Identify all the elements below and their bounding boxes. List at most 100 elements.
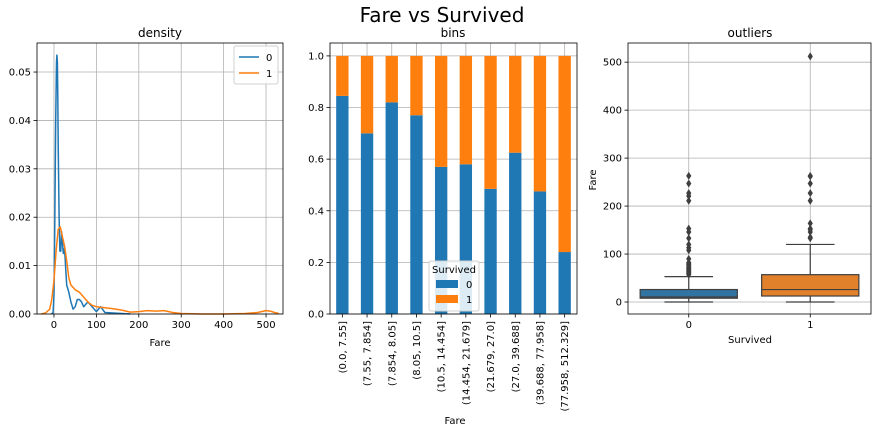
outliers-point xyxy=(807,171,813,180)
bins-bar-series-1 xyxy=(434,55,448,167)
bins-panel: (0.0, 7.55] (7.55, 7.854] (7.854, 8.05] (8.… xyxy=(308,26,578,427)
bins-x-tick-label: (21.679, 27.0] xyxy=(486,321,497,393)
density-title: density xyxy=(138,26,182,40)
bins-axes-frame xyxy=(329,42,578,315)
outliers-point xyxy=(686,234,692,243)
bins-bar-series-0 xyxy=(336,95,349,315)
bins-bar-series-1 xyxy=(533,55,547,192)
bins-y-tick-label: 0.0 xyxy=(308,310,324,321)
outliers-x-tick-label: 1 xyxy=(807,320,813,331)
bins-bar-series-1 xyxy=(484,55,497,189)
density-grid xyxy=(37,43,283,315)
density-x-tick-label: 100 xyxy=(87,320,106,331)
density-line-series-0 xyxy=(50,54,131,315)
bins-x-tick-label: (7.55, 7.854] xyxy=(363,321,374,386)
bins-bar-series-0 xyxy=(385,102,398,314)
density-legend: 0 1 xyxy=(233,45,279,85)
bins-bar-series-1 xyxy=(410,55,423,116)
outliers-y-tick-label: 500 xyxy=(603,58,622,69)
bins-y-tick-label: 0.6 xyxy=(308,155,324,166)
outliers-point xyxy=(686,179,692,188)
outliers-box-1 xyxy=(761,274,860,297)
density-panel: 0 100 200 300 400 500 0.000.010.020.030.040.0… xyxy=(9,26,284,349)
figure-suptitle: Fare vs Survived xyxy=(360,3,525,27)
outliers-point xyxy=(686,171,692,180)
bins-legend-label-0: 0 xyxy=(466,280,472,291)
bins-legend-swatch-0 xyxy=(436,280,458,288)
bins-x-tick-label: (14.454, 21.679] xyxy=(461,321,472,405)
outliers-point xyxy=(807,179,813,188)
outliers-box-0 xyxy=(639,288,738,299)
outliers-point xyxy=(807,52,813,61)
outliers-point xyxy=(686,224,692,233)
bins-x-tick-label: (10.5, 14.454] xyxy=(437,321,448,393)
bins-bar-series-0 xyxy=(509,152,522,314)
outliers-point xyxy=(686,189,692,198)
bins-x-ticks: (0.0, 7.55] (7.55, 7.854] (7.854, 8.05] (8.… xyxy=(338,314,571,412)
bins-x-tick-label: (7.854, 8.05] xyxy=(387,321,398,386)
outliers-point xyxy=(686,196,692,205)
bins-legend-label-1: 1 xyxy=(466,295,472,306)
density-y-tick-label: 0.02 xyxy=(9,213,31,224)
bins-bar-series-1 xyxy=(558,55,571,253)
bins-title: bins xyxy=(441,26,466,40)
bins-bar-series-1 xyxy=(509,55,522,153)
outliers-point xyxy=(686,254,692,263)
density-y-ticks: 0.00 0.01 0.02 0.03 0.04 0.05 xyxy=(9,68,37,321)
density-y-tick-label: 0.05 xyxy=(9,68,31,79)
bins-y-tick-label: 0.8 xyxy=(308,103,324,114)
bins-x-tick-label: (27.0, 39.688] xyxy=(511,321,522,393)
bins-bar-series-1 xyxy=(360,55,374,134)
bins-y-tick-label: 0.2 xyxy=(308,258,324,269)
outliers-axes-frame xyxy=(627,42,872,315)
bins-xlabel: Fare xyxy=(444,416,465,427)
outliers-boxes xyxy=(639,52,860,303)
bins-legend-swatch-1 xyxy=(436,295,458,303)
bins-bar-series-1 xyxy=(459,55,473,165)
density-x-tick-label: 200 xyxy=(129,320,148,331)
outliers-point xyxy=(807,196,813,205)
outliers-point xyxy=(807,219,813,228)
outliers-point xyxy=(807,224,813,233)
outliers-point xyxy=(686,240,692,249)
bins-bars xyxy=(336,55,571,315)
density-y-tick-label: 0.00 xyxy=(9,310,31,321)
density-x-tick-label: 400 xyxy=(214,320,233,331)
bins-x-tick-label: (39.688, 77.958] xyxy=(535,321,546,405)
outliers-point xyxy=(807,189,813,198)
bins-x-tick-label: (77.958, 512.329] xyxy=(560,321,571,412)
bins-y-tick-label: 0.4 xyxy=(308,206,324,217)
density-lines xyxy=(41,54,279,315)
bins-x-tick-label: (8.05, 10.5] xyxy=(412,321,423,380)
density-x-tick-label: 500 xyxy=(256,320,275,331)
density-y-tick-label: 0.04 xyxy=(9,116,31,127)
outliers-ylabel: Fare xyxy=(588,169,599,190)
bins-bar-series-0 xyxy=(410,115,423,315)
outliers-title: outliers xyxy=(728,26,773,40)
outliers-y-tick-label: 0 xyxy=(616,298,622,309)
bins-x-tick-label: (0.0, 7.55] xyxy=(338,321,349,373)
outliers-y-tick-label: 400 xyxy=(603,106,622,117)
density-y-tick-label: 0.03 xyxy=(9,164,31,175)
bins-bar-series-0 xyxy=(484,188,497,314)
outliers-y-tick-label: 100 xyxy=(603,250,622,261)
density-legend-label-1: 1 xyxy=(266,69,272,80)
outliers-grid xyxy=(628,43,871,314)
outliers-y-ticks: 0 100 200 300 400 500 xyxy=(603,58,628,309)
density-y-tick-label: 0.01 xyxy=(9,261,31,272)
bins-bar-series-0 xyxy=(558,252,571,314)
density-legend-box xyxy=(233,45,279,85)
bins-bar-series-1 xyxy=(385,55,398,103)
density-legend-label-0: 0 xyxy=(266,53,272,64)
outliers-y-tick-label: 300 xyxy=(603,154,622,165)
bins-legend: Survived 0 1 xyxy=(428,260,480,312)
density-xlabel: Fare xyxy=(149,338,170,349)
bins-y-tick-label: 1.0 xyxy=(308,51,324,62)
bins-bar-series-1 xyxy=(336,55,349,96)
outliers-y-tick-label: 200 xyxy=(603,202,622,213)
density-x-ticks: 0 100 200 300 400 500 xyxy=(51,314,276,331)
bins-y-ticks: 0.0 0.2 0.4 0.6 0.8 1.0 xyxy=(308,51,330,321)
